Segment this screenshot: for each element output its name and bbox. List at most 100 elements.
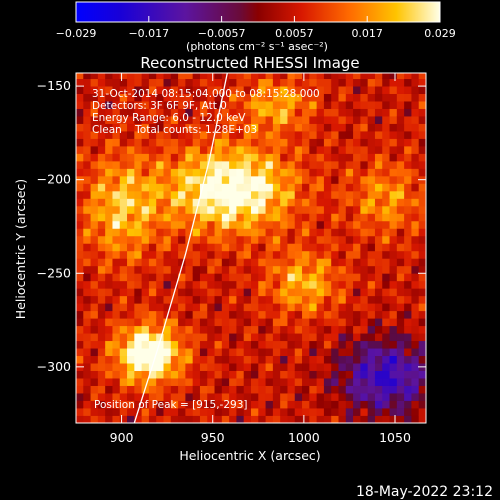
heatmap-cell xyxy=(112,175,121,184)
heatmap-cell xyxy=(411,93,420,102)
heatmap-cell xyxy=(83,400,91,409)
heatmap-cell xyxy=(148,213,157,222)
heatmap-cell xyxy=(229,303,237,312)
heatmap-cell xyxy=(411,160,420,169)
heatmap-cell xyxy=(141,355,150,364)
heatmap-cell xyxy=(338,363,347,371)
heatmap-cell xyxy=(236,228,245,237)
heatmap-cell xyxy=(97,183,106,192)
heatmap-cell xyxy=(112,213,121,222)
heatmap-cell xyxy=(127,378,135,386)
heatmap-cell xyxy=(76,93,84,102)
heatmap-cell xyxy=(302,340,310,349)
heatmap-cell xyxy=(83,123,91,132)
heatmap-cell xyxy=(404,258,412,267)
heatmap-cell xyxy=(76,265,84,274)
heatmap-cell xyxy=(141,348,150,357)
heatmap-cell xyxy=(76,145,84,154)
heatmap-cell xyxy=(97,378,106,386)
heatmap-cell xyxy=(163,355,172,364)
heatmap-cell xyxy=(105,370,113,379)
heatmap-cell xyxy=(221,393,230,401)
heatmap-cell xyxy=(156,280,164,289)
heatmap-cell xyxy=(207,415,215,423)
heatmap-cell xyxy=(323,378,332,386)
heatmap-cell xyxy=(105,273,113,282)
heatmap-cell xyxy=(97,288,106,297)
heatmap-cell xyxy=(156,318,164,327)
heatmap-cell xyxy=(105,153,113,162)
heatmap-cell xyxy=(353,131,361,139)
heatmap-cell xyxy=(374,183,383,192)
heatmap-cell xyxy=(404,333,412,342)
heatmap-cell xyxy=(148,265,157,274)
heatmap-cell xyxy=(389,213,398,222)
heatmap-cell xyxy=(389,385,398,394)
heatmap-cell xyxy=(258,123,266,132)
heatmap-cell xyxy=(229,295,237,304)
heatmap-cell xyxy=(236,333,245,342)
heatmap-cell xyxy=(360,131,369,139)
heatmap-cell xyxy=(185,78,194,87)
heatmap-cell xyxy=(287,73,296,80)
heatmap-cell xyxy=(302,220,310,229)
heatmap-cell xyxy=(127,348,135,357)
heatmap-cell xyxy=(280,138,288,147)
heatmap-cell xyxy=(170,213,179,222)
heatmap-cell xyxy=(367,213,376,222)
heatmap-cell xyxy=(360,123,369,132)
heatmap-cell xyxy=(156,273,164,282)
heatmap-cell xyxy=(323,415,332,423)
colorbar-ticks: −0.029 −0.017 −0.0057 0.0057 0.017 0.029 xyxy=(56,16,456,40)
heatmap-cell xyxy=(170,378,179,386)
heatmap-cell xyxy=(323,228,332,237)
heatmap-cell xyxy=(221,310,230,319)
heatmap-cell xyxy=(345,280,354,289)
heatmap-cell xyxy=(331,123,339,132)
heatmap-cell xyxy=(214,175,223,184)
heatmap-cell xyxy=(83,273,91,282)
heatmap-cell xyxy=(90,160,99,169)
heatmap-cell xyxy=(258,265,266,274)
heatmap-cell xyxy=(185,175,194,184)
heatmap-cell xyxy=(316,183,325,192)
heatmap-cell xyxy=(280,295,288,304)
heatmap-cell xyxy=(243,273,252,282)
heatmap-cell xyxy=(119,250,128,259)
heatmap-cell xyxy=(119,235,128,244)
heatmap-cell xyxy=(156,93,164,102)
heatmap-cell xyxy=(382,333,390,342)
heatmap-cell xyxy=(76,258,84,267)
heatmap-cell xyxy=(345,198,354,207)
heatmap-cell xyxy=(272,190,281,199)
heatmap-cell xyxy=(243,190,252,199)
heatmap-cell xyxy=(316,175,325,184)
heatmap-cell xyxy=(90,415,99,423)
heatmap-cell xyxy=(360,220,369,229)
heatmap-cell xyxy=(90,370,99,379)
heatmap-cell xyxy=(418,303,426,312)
heatmap-cell xyxy=(119,153,128,162)
heatmap-cell xyxy=(294,348,303,357)
heatmap-cell xyxy=(141,415,150,423)
heatmap-cell xyxy=(411,175,420,184)
heatmap-cell xyxy=(251,235,259,244)
heatmap-cell xyxy=(221,108,230,117)
heatmap-cell xyxy=(367,73,376,80)
heatmap-cell xyxy=(83,408,91,416)
heatmap-cell xyxy=(90,123,99,132)
heatmap-cell xyxy=(214,190,223,199)
heatmap-cell xyxy=(382,101,390,109)
heatmap-cell xyxy=(229,93,237,102)
heatmap-cell xyxy=(353,108,361,117)
heatmap-cell xyxy=(265,168,274,177)
heatmap-cell xyxy=(148,363,157,371)
heatmap-cell xyxy=(105,138,113,147)
heatmap-cell xyxy=(76,355,84,364)
heatmap-cell xyxy=(265,78,274,87)
heatmap-cell xyxy=(178,385,186,394)
heatmap-cell xyxy=(353,273,361,282)
heatmap-cell xyxy=(170,370,179,379)
heatmap-cell xyxy=(411,183,420,192)
heatmap-cell xyxy=(243,145,252,154)
